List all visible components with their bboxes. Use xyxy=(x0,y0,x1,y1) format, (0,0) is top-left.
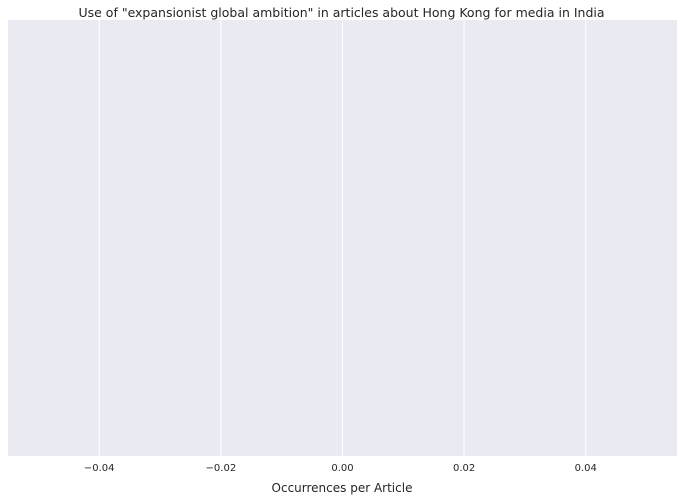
x-tick-label: −0.02 xyxy=(206,463,237,474)
x-tick-label: −0.04 xyxy=(84,463,115,474)
x-tick-label: 0.04 xyxy=(575,463,597,474)
x-axis-label: Occurrences per Article xyxy=(272,481,413,495)
x-axis: −0.04 −0.02 0.00 0.02 0.04 xyxy=(84,463,597,474)
x-tick-label: 0.02 xyxy=(453,463,475,474)
x-tick-label: 0.00 xyxy=(331,463,353,474)
chart-title: Use of "expansionist global ambition" in… xyxy=(78,5,604,20)
grid-lines xyxy=(98,20,587,456)
